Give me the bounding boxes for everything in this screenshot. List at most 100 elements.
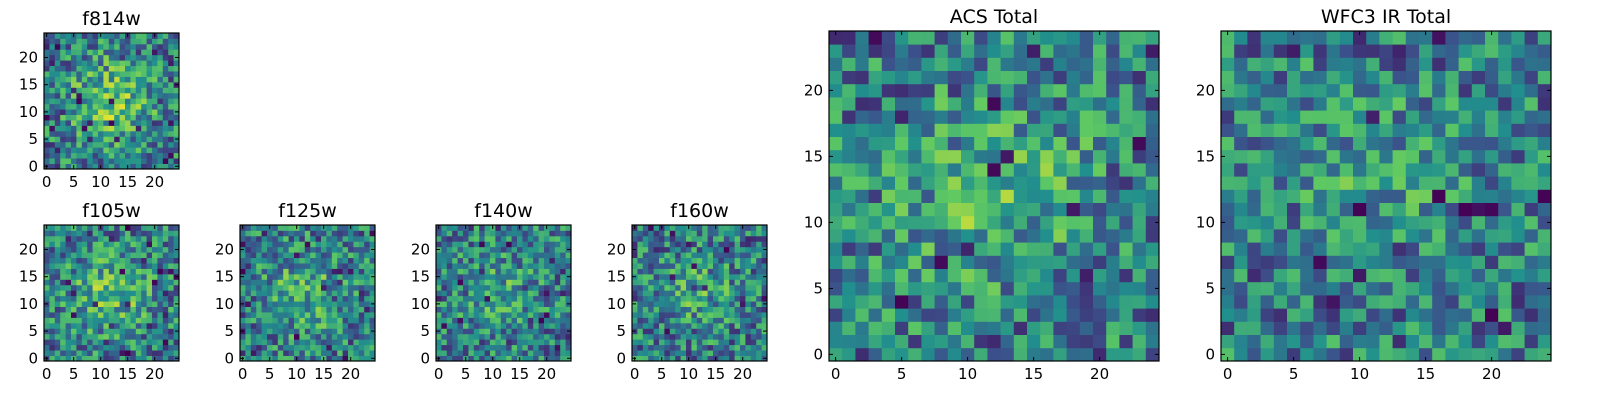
- heatmap-cell: [54, 252, 61, 259]
- heatmap-cell: [1498, 163, 1512, 177]
- heatmap-cell: [1093, 136, 1107, 151]
- heatmap-cell: [54, 87, 61, 94]
- heatmap-cell: [114, 246, 120, 253]
- heatmap-cell: [484, 263, 491, 269]
- heatmap-cell: [1432, 281, 1446, 296]
- heatmap-cell: [1524, 70, 1539, 85]
- heatmap-cell: [130, 290, 137, 297]
- heatmap-cell: [517, 333, 523, 340]
- heatmap-cell: [934, 242, 949, 256]
- heatmap-cell: [1145, 308, 1160, 322]
- heatmap-cell: [881, 136, 896, 151]
- heatmap-cell: [934, 83, 949, 98]
- heatmap-cell: [1392, 176, 1407, 190]
- heatmap-cell: [1040, 44, 1054, 58]
- heatmap-cell: [310, 306, 316, 313]
- heatmap-cell: [506, 322, 512, 329]
- heatmap-cell: [103, 344, 110, 351]
- heatmap-cell: [707, 225, 714, 231]
- heatmap-cell: [369, 230, 376, 237]
- heatmap-cell: [1432, 321, 1446, 335]
- heatmap-cell: [65, 60, 72, 67]
- heatmap-cell: [1132, 215, 1147, 230]
- heatmap-cell: [1093, 176, 1107, 190]
- heatmap-cell: [740, 295, 746, 302]
- heatmap-cell: [369, 241, 376, 248]
- heatmap-cell: [1471, 163, 1486, 177]
- heatmap-cell: [272, 312, 279, 318]
- heatmap-cell: [130, 273, 137, 280]
- heatmap-cell: [162, 49, 169, 56]
- heatmap-cell: [358, 322, 365, 329]
- heatmap-cell: [468, 241, 475, 248]
- heatmap-cell: [321, 317, 327, 324]
- heatmap-cell: [974, 281, 988, 296]
- heatmap-cell: [987, 163, 1001, 177]
- heatmap-cell: [103, 317, 110, 324]
- heatmap-cell: [560, 263, 566, 269]
- heatmap-cell: [517, 241, 523, 248]
- heatmap-cell: [81, 241, 88, 248]
- heatmap-cell: [868, 176, 883, 190]
- heatmap-cell: [173, 284, 180, 291]
- heatmap-cell: [1093, 202, 1107, 217]
- heatmap-cell: [675, 290, 681, 297]
- heatmap-cell: [1066, 70, 1081, 85]
- heatmap-cell: [659, 312, 665, 318]
- heatmap-cell: [441, 306, 448, 313]
- heatmap-cell: [152, 125, 158, 132]
- heatmap-cell: [1445, 268, 1459, 283]
- heatmap-cell: [92, 355, 99, 362]
- heatmap-cell: [522, 257, 529, 264]
- heatmap-cell: [713, 301, 719, 307]
- heatmap-cell: [152, 109, 158, 115]
- heatmap-cell: [479, 235, 485, 242]
- heatmap-cell: [71, 87, 77, 94]
- heatmap-cell: [1234, 308, 1248, 322]
- heatmap-cell: [1419, 215, 1433, 230]
- heatmap-cell: [842, 242, 856, 256]
- heatmap-cell: [468, 350, 475, 356]
- heatmap-cell: [947, 70, 962, 85]
- y-tick-label: 0: [224, 349, 234, 367]
- heatmap-cell: [987, 295, 1001, 309]
- heatmap-cell: [152, 158, 158, 164]
- heatmap-cell: [549, 263, 556, 269]
- heatmap-cell: [1053, 281, 1067, 296]
- heatmap-cell: [1537, 110, 1552, 124]
- heatmap-cell: [277, 312, 284, 318]
- heatmap-cell: [761, 252, 768, 259]
- heatmap-cell: [146, 273, 153, 280]
- heatmap-cell: [326, 279, 333, 286]
- heatmap-cell: [277, 252, 284, 259]
- heatmap-cell: [855, 110, 869, 124]
- heatmap-cell: [506, 328, 512, 335]
- heatmap-cell: [157, 235, 164, 242]
- heatmap-cell: [157, 163, 164, 170]
- heatmap-cell: [1273, 321, 1288, 335]
- heatmap-cell: [881, 229, 896, 243]
- heatmap-cell: [441, 344, 448, 351]
- heatmap-cell: [135, 98, 142, 105]
- heatmap-cell: [157, 273, 164, 280]
- heatmap-cell: [1287, 242, 1301, 256]
- heatmap-cell: [49, 76, 56, 83]
- heatmap-cell: [1000, 268, 1015, 283]
- heatmap-cell: [299, 268, 306, 275]
- heatmap-cell: [1287, 149, 1301, 164]
- heatmap-cell: [1132, 202, 1147, 217]
- heatmap-cell: [729, 268, 735, 275]
- heatmap-cell: [353, 235, 360, 242]
- heatmap-cell: [1432, 149, 1446, 164]
- heatmap-cell: [921, 123, 935, 137]
- heatmap-cell: [452, 317, 458, 324]
- heatmap-cell: [1498, 97, 1512, 111]
- heatmap-cell: [1000, 347, 1015, 362]
- heatmap-cell: [71, 306, 77, 313]
- heatmap-cell: [696, 279, 703, 286]
- heatmap-cell: [1040, 163, 1054, 177]
- heatmap-cell: [1221, 189, 1235, 203]
- heatmap-cell: [114, 268, 120, 275]
- heatmap-cell: [538, 312, 545, 318]
- heatmap-cell: [1511, 110, 1525, 124]
